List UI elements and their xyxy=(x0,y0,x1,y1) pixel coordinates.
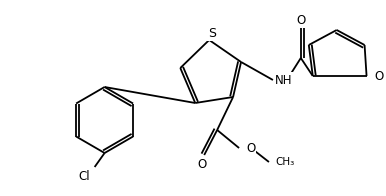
Text: O: O xyxy=(198,158,207,171)
Text: CH₃: CH₃ xyxy=(275,157,294,167)
Text: S: S xyxy=(208,26,216,40)
Text: NH: NH xyxy=(275,74,293,86)
Text: Cl: Cl xyxy=(79,171,90,183)
Text: O: O xyxy=(296,14,305,26)
Text: O: O xyxy=(246,142,255,154)
Text: O: O xyxy=(374,70,384,83)
